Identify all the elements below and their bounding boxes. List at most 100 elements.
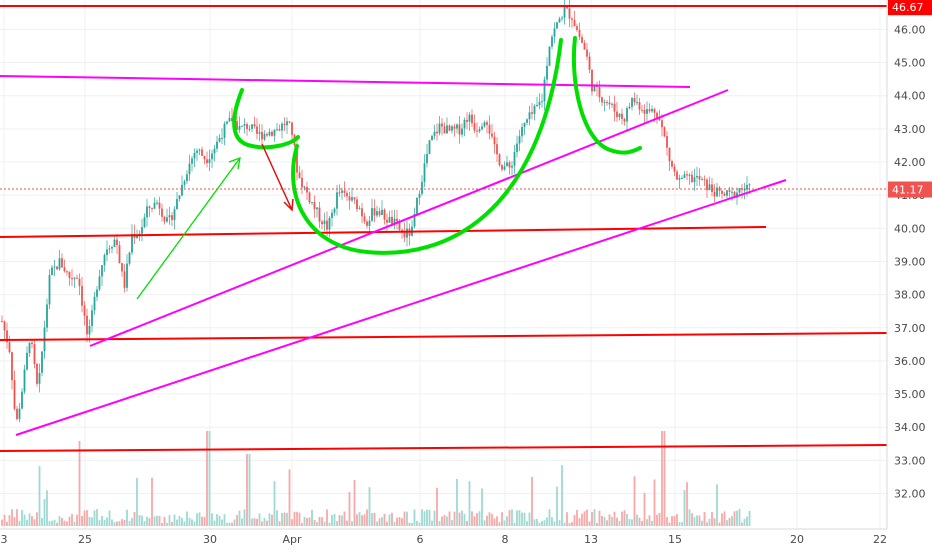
candle-body (728, 190, 731, 192)
candle-body (213, 148, 216, 154)
volume-bar (621, 511, 623, 526)
candle-body (673, 166, 676, 172)
volume-bar (196, 513, 198, 526)
candle-body (71, 278, 73, 280)
candle-body (393, 218, 396, 226)
candle-body (501, 165, 503, 170)
candle-body (413, 213, 416, 227)
candle-body (513, 152, 516, 166)
candle-body (668, 147, 671, 162)
cup-left-shoulder (232, 88, 300, 150)
candle-body (688, 174, 691, 176)
candle-body (476, 130, 478, 132)
x-tick-label: 8 (502, 533, 509, 546)
candle-body (638, 102, 641, 110)
cup-large (291, 38, 563, 255)
candle-body (488, 124, 491, 134)
volume-bar (53, 519, 56, 526)
volume-bar (13, 517, 16, 526)
volume-bar (546, 517, 548, 526)
volume-bar (293, 511, 296, 526)
candle-body (543, 79, 546, 102)
y-tick-label: 34.00 (894, 421, 926, 434)
volume-bar (193, 521, 196, 526)
candle-body (78, 278, 81, 287)
volume-bar (416, 520, 418, 526)
y-tick-label: 37.00 (894, 322, 926, 335)
volume-bar (721, 513, 723, 526)
candle-body (178, 195, 181, 200)
candle-body (326, 220, 328, 230)
volume-bar (123, 519, 126, 526)
candle-body (618, 113, 621, 118)
candle-body (166, 217, 168, 222)
volume-bar (171, 522, 173, 526)
volume-bar (441, 516, 443, 526)
candle-body (676, 171, 678, 180)
candle-body (356, 199, 358, 210)
x-tick-label: 25 (78, 533, 92, 546)
volume-bar (446, 516, 448, 526)
volume-bar (673, 515, 676, 526)
volume-bar (706, 522, 708, 526)
volume-bar (328, 522, 331, 526)
candle-body (451, 126, 453, 131)
candle-body (53, 266, 56, 268)
candle-body (191, 158, 193, 164)
volume-bar (713, 518, 716, 526)
candle-body (21, 391, 23, 409)
volume-bar (208, 431, 211, 526)
candle-body (186, 174, 188, 182)
volume-bar (188, 517, 191, 526)
up-arrow-shaft (136, 157, 241, 300)
candle-body (201, 149, 203, 156)
volume-bar (248, 454, 251, 526)
volume-bar (393, 522, 396, 526)
candle-body (641, 109, 643, 111)
volume-bar (458, 512, 461, 526)
volume-bar (468, 481, 471, 526)
y-tick-label: 42.00 (894, 156, 926, 169)
candle-body (211, 153, 213, 160)
volume-bar (281, 513, 283, 526)
volume-bar (501, 512, 503, 526)
y-tick-label: 43.00 (894, 123, 926, 136)
volume-bar (336, 521, 338, 526)
volume-bar (203, 516, 206, 526)
candle-body (383, 209, 386, 220)
volume-bar (343, 511, 346, 526)
volume-bar (476, 513, 478, 526)
candle-body (316, 207, 318, 210)
volume-bar (403, 511, 406, 526)
volume-bar (366, 509, 368, 526)
candle-body (88, 325, 91, 335)
price-tag (888, 0, 932, 16)
candle-body (23, 369, 26, 392)
volume-bar (596, 522, 598, 526)
candle-body (11, 352, 13, 381)
trendline-channel-upper (89, 89, 729, 347)
candle-body (358, 208, 361, 210)
volume-bar (668, 522, 671, 526)
volume-bar (431, 520, 433, 526)
candle-body (291, 122, 293, 135)
candlestick-series (1, 0, 751, 423)
volume-bar (568, 522, 571, 526)
volume-bar (236, 515, 238, 526)
volume-bar (381, 517, 383, 526)
candle-body (51, 267, 53, 276)
candle-body (623, 118, 626, 122)
volume-bar (661, 431, 663, 526)
volume-bar (31, 516, 33, 526)
volume-bar (283, 512, 286, 526)
candle-body (73, 277, 76, 280)
volume-bar (183, 521, 186, 526)
volume-bar (86, 510, 88, 526)
volume-bar (56, 522, 58, 526)
volume-bar (153, 516, 156, 526)
volume-bar (541, 521, 543, 526)
candle-body (548, 46, 551, 66)
candle-body (251, 124, 253, 129)
candle-body (433, 131, 436, 136)
